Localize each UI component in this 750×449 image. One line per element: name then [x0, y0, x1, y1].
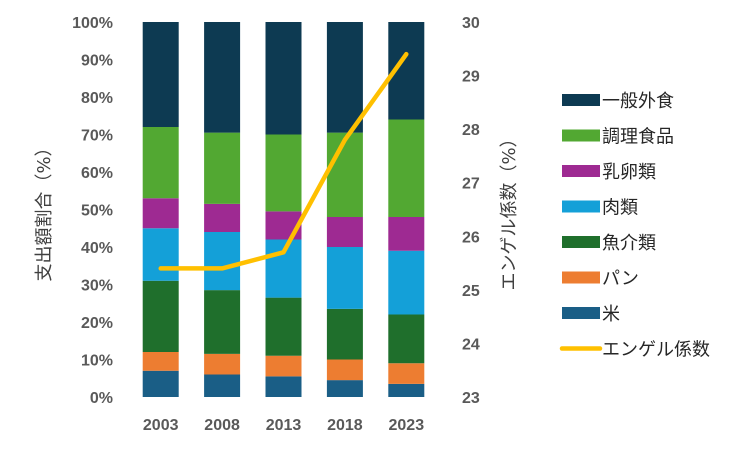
- y2-tick-label: 26: [462, 229, 480, 246]
- bar-segment: [142, 127, 179, 199]
- legend-label: 乳卵類: [602, 162, 656, 183]
- bar-segment: [326, 132, 363, 217]
- bar-segment: [388, 119, 425, 217]
- bar-segment: [204, 132, 241, 204]
- bar-segment: [204, 203, 241, 232]
- bar-segment: [265, 22, 302, 135]
- bar-segment: [326, 217, 363, 247]
- y2-tick-label: 29: [462, 69, 480, 86]
- y-tick-label: 0%: [90, 390, 113, 407]
- bar-segment: [326, 359, 363, 381]
- legend-swatch: [562, 200, 600, 213]
- bar-segment: [265, 355, 302, 377]
- bar-segment: [388, 363, 425, 384]
- legend-swatch: [562, 165, 600, 177]
- bar-segment: [265, 376, 302, 397]
- x-axis-ticks: 2003 2008 2013 2018 2023: [143, 417, 424, 434]
- bar-segment: [142, 352, 179, 371]
- legend-label: 肉類: [602, 198, 638, 219]
- bar-segment: [326, 247, 363, 309]
- bar-segment: [326, 22, 363, 133]
- bar-segment: [142, 280, 179, 352]
- legend-label: 一般外食: [602, 91, 674, 112]
- legend-label: パン: [602, 269, 639, 290]
- legend-swatch: [562, 307, 600, 319]
- x-tick-label: 2008: [204, 417, 240, 434]
- bars: [142, 22, 425, 397]
- legend-swatch: [562, 271, 600, 284]
- legend-label: エンゲル係数: [602, 340, 710, 361]
- x-tick-label: 2003: [143, 417, 179, 434]
- bar-segment: [388, 250, 425, 315]
- bar-segment: [142, 370, 179, 397]
- y2-tick-label: 28: [462, 122, 480, 139]
- bar-segment: [142, 22, 179, 127]
- legend-label: 調理食品: [602, 127, 674, 148]
- y-tick-label: 20%: [81, 315, 113, 332]
- y2-axis-title: エンゲル係数（%）: [499, 129, 520, 290]
- y2-tick-label: 23: [462, 390, 480, 407]
- legend-label: 米: [602, 304, 620, 325]
- y-tick-label: 70%: [81, 128, 113, 145]
- y-axis-title: 支出額割合（%）: [34, 138, 55, 281]
- bar-segment: [204, 232, 241, 291]
- y-tick-label: 30%: [81, 278, 113, 295]
- y-axis-ticks: 0% 10% 20% 30% 40% 50% 60% 70% 80% 90% 100%: [72, 15, 113, 407]
- y-tick-label: 90%: [81, 53, 113, 70]
- bar-segment: [142, 228, 179, 281]
- line-layer: [158, 51, 409, 271]
- y-tick-label: 10%: [81, 353, 113, 370]
- bar-segment: [326, 380, 363, 397]
- legend-swatch: [562, 236, 600, 248]
- y-tick-label: 80%: [81, 90, 113, 107]
- y2-axis-ticks: 23 24 25 26 27 28 29 30: [462, 15, 480, 407]
- bar-segment: [265, 297, 302, 356]
- bar-segment: [265, 134, 302, 212]
- bar-segment: [204, 290, 241, 354]
- bar-segment: [388, 383, 425, 397]
- y2-tick-label: 27: [462, 176, 480, 193]
- y-tick-label: 60%: [81, 165, 113, 182]
- x-tick-label: 2013: [266, 417, 302, 434]
- x-tick-label: 2023: [389, 417, 425, 434]
- bar-segment: [204, 374, 241, 397]
- y-tick-label: 100%: [72, 15, 113, 32]
- legend-swatch: [562, 94, 600, 106]
- bar-segment: [388, 314, 425, 364]
- y2-tick-label: 25: [462, 283, 480, 300]
- bar-segment: [204, 22, 241, 133]
- y2-tick-label: 24: [462, 336, 480, 353]
- y2-tick-label: 30: [462, 15, 480, 32]
- bar-segment: [142, 198, 179, 229]
- bar-segment: [204, 353, 241, 375]
- y-tick-label: 40%: [81, 240, 113, 257]
- legend-label: 魚介類: [602, 233, 656, 254]
- x-tick-label: 2018: [327, 417, 363, 434]
- y-tick-label: 50%: [81, 203, 113, 220]
- bar-segment: [326, 308, 363, 360]
- bar-segment: [388, 217, 425, 251]
- legend-swatch: [562, 129, 600, 142]
